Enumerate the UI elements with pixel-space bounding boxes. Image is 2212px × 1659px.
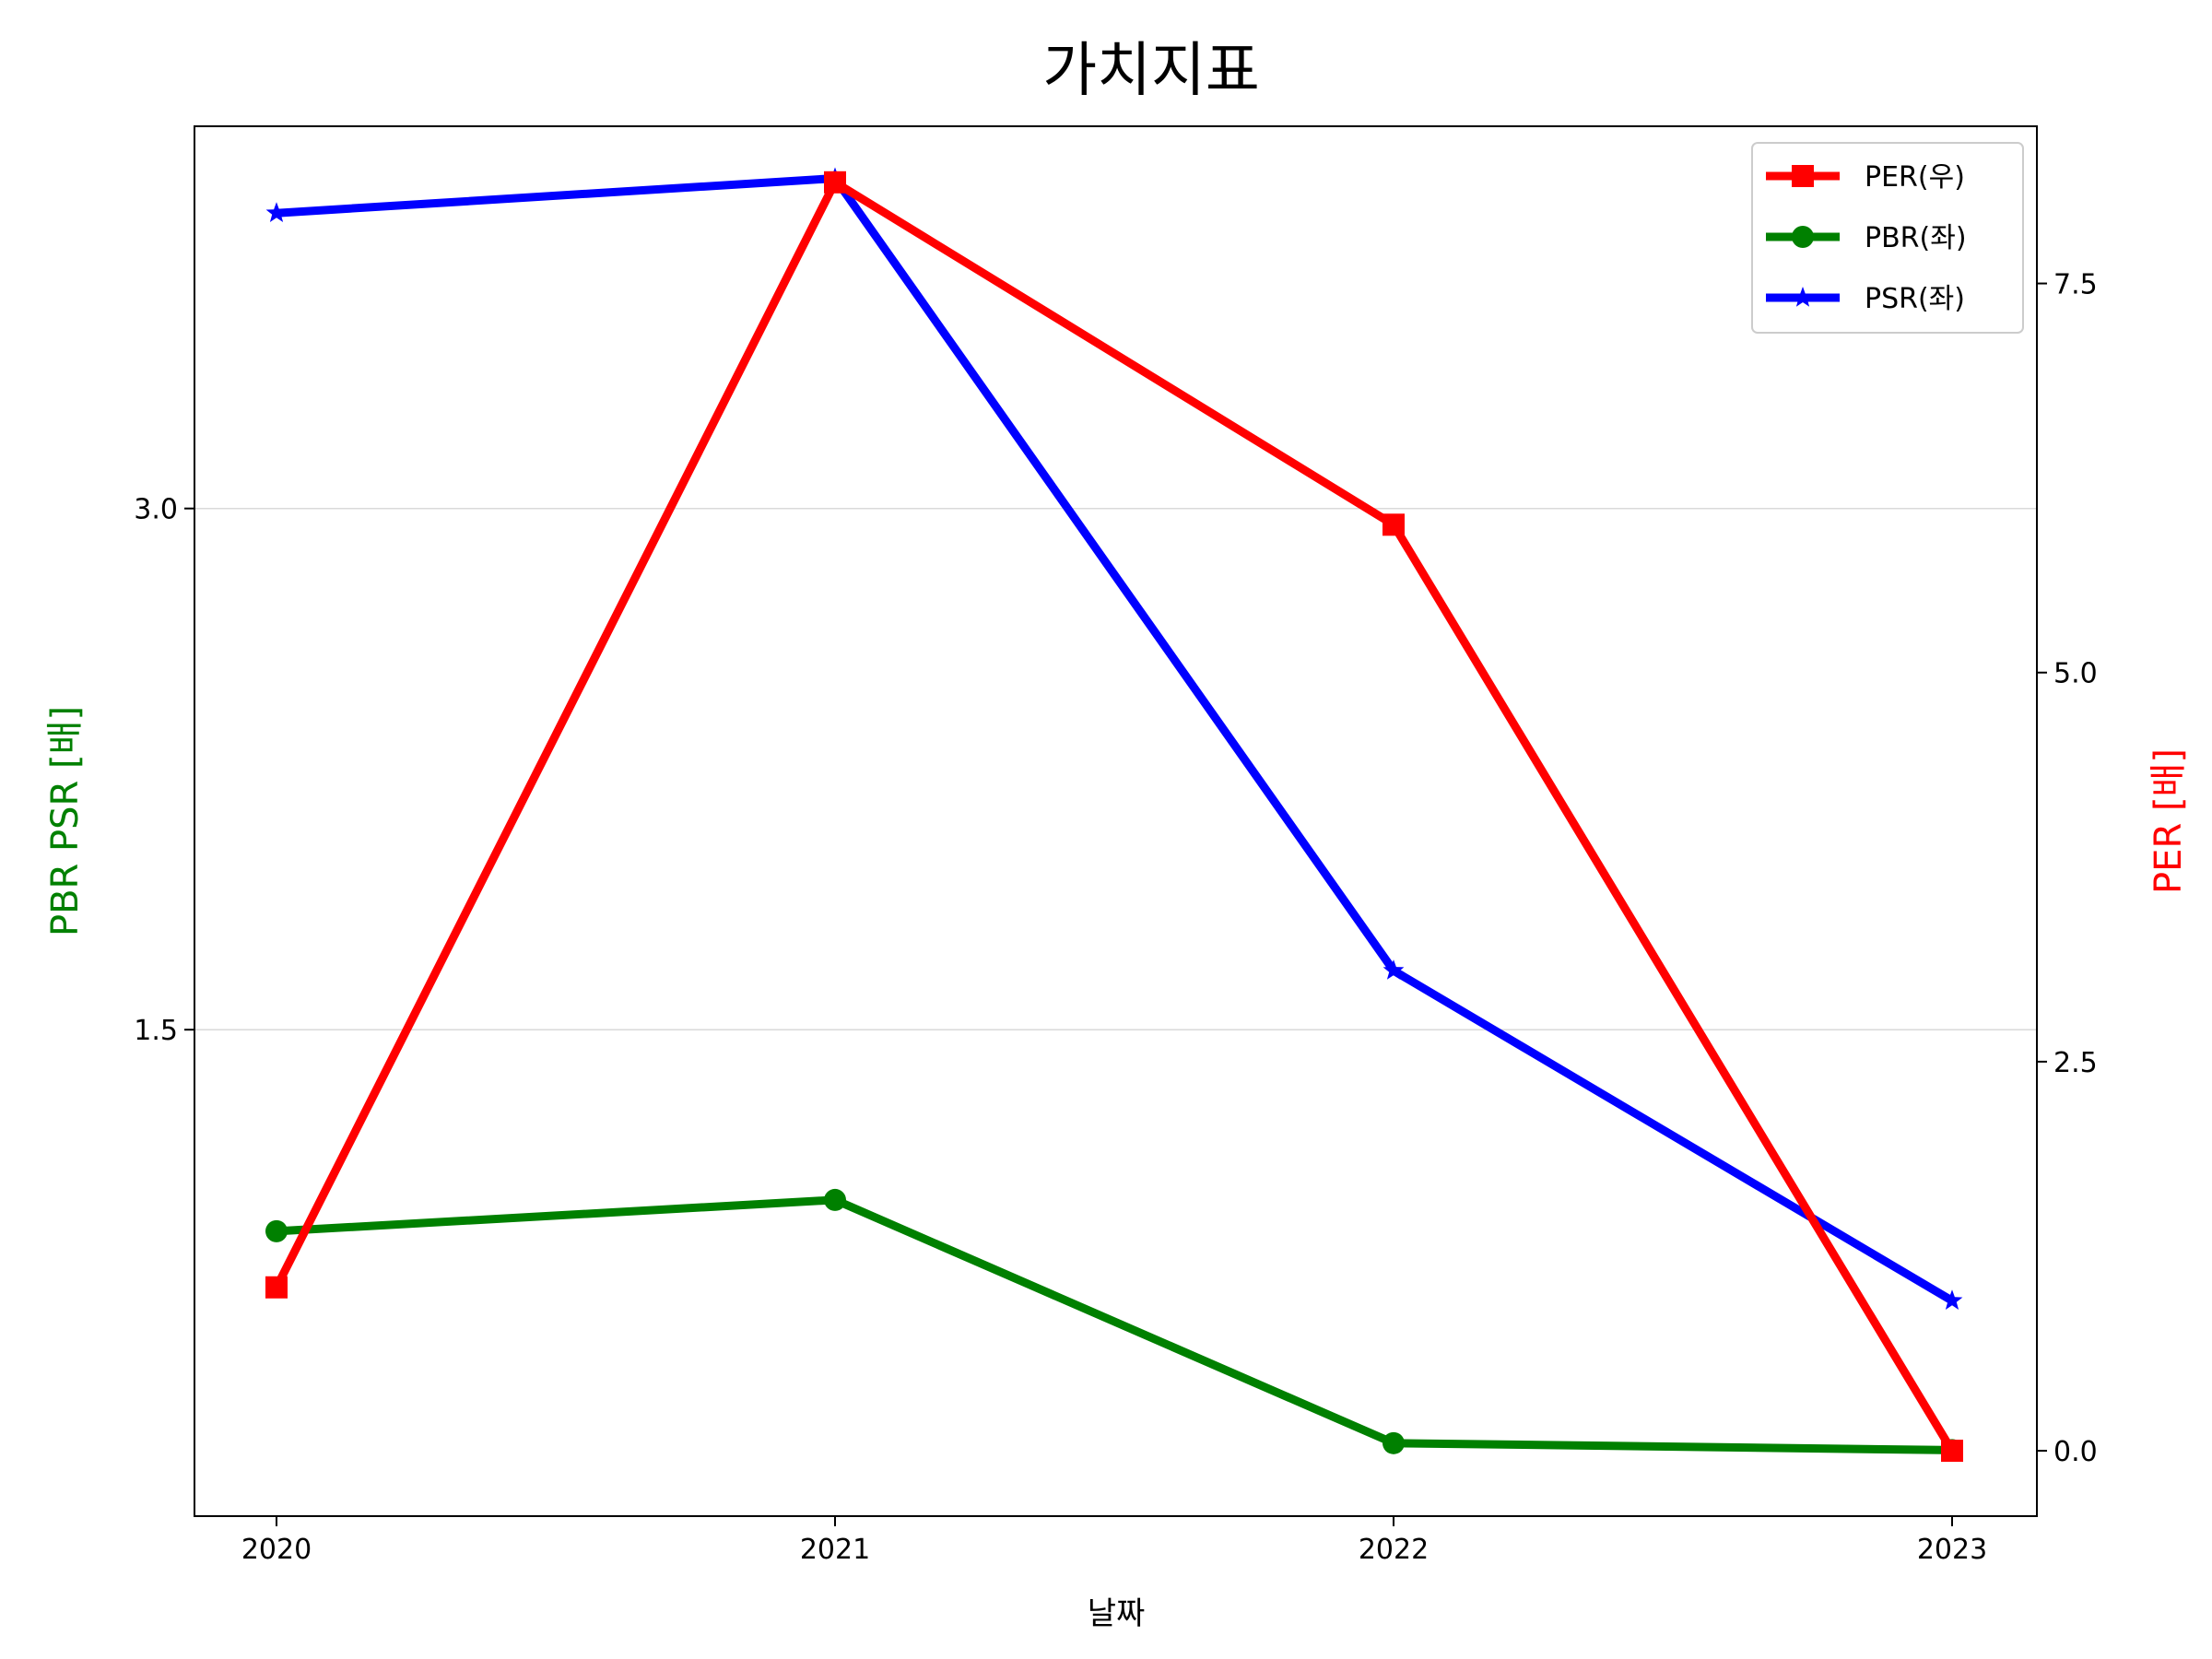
left-tick-label: 1.5 <box>134 1015 178 1047</box>
legend-label: PBR(좌) <box>1865 222 1967 254</box>
data-point <box>1382 1431 1405 1454</box>
data-point <box>1941 1289 1963 1310</box>
grid-lines <box>194 507 2037 1030</box>
left-axis: 1.5 3.0 <box>134 494 194 1047</box>
right-tick-label: 7.5 <box>2053 269 2098 301</box>
series-line <box>272 178 1956 1453</box>
x-tick-label: 2023 <box>1917 1534 1987 1566</box>
right-tick-label: 2.5 <box>2053 1047 2098 1079</box>
chart-title: 가치지표 <box>1042 37 1260 105</box>
legend-box <box>1751 142 2024 334</box>
data-point <box>824 1188 846 1211</box>
plot-frame <box>194 125 2038 1517</box>
left-y-axis-label: PBR PSR [배] <box>44 706 87 936</box>
series-line <box>276 1195 1953 1454</box>
data-point <box>1941 1440 1963 1463</box>
x-axis-label: 날짜 <box>1088 1595 1146 1632</box>
x-axis: 2020 2021 2022 2023 <box>241 1516 1987 1566</box>
data-point <box>824 171 846 194</box>
right-tick-label: 5.0 <box>2053 658 2098 690</box>
x-tick-label: 2022 <box>1359 1534 1429 1566</box>
series-line <box>276 174 1955 1305</box>
data-point <box>265 1219 288 1242</box>
left-tick-label: 3.0 <box>134 494 178 526</box>
x-tick-label: 2021 <box>800 1534 870 1566</box>
legend-marker <box>1792 226 1814 248</box>
legend-label: PSR(좌) <box>1865 283 1965 315</box>
x-tick-label: 2020 <box>241 1534 312 1566</box>
legend-label: PER(우) <box>1865 161 1965 194</box>
series-PER(우) <box>265 171 1963 1463</box>
legend: PER(우) PBR(좌) PSR(좌) <box>1751 142 2024 334</box>
right-tick-label: 0.0 <box>2053 1436 2098 1468</box>
right-axis: 0.0 2.5 5.0 7.5 <box>2037 269 2098 1468</box>
data-point <box>265 202 288 222</box>
data-point <box>1382 513 1405 536</box>
right-y-axis-label: PER [배] <box>2147 748 2190 894</box>
series-layer <box>265 167 1963 1463</box>
legend-marker <box>1792 287 1814 307</box>
data-point <box>265 1276 288 1299</box>
data-point <box>1382 959 1405 980</box>
legend-marker <box>1792 165 1814 187</box>
